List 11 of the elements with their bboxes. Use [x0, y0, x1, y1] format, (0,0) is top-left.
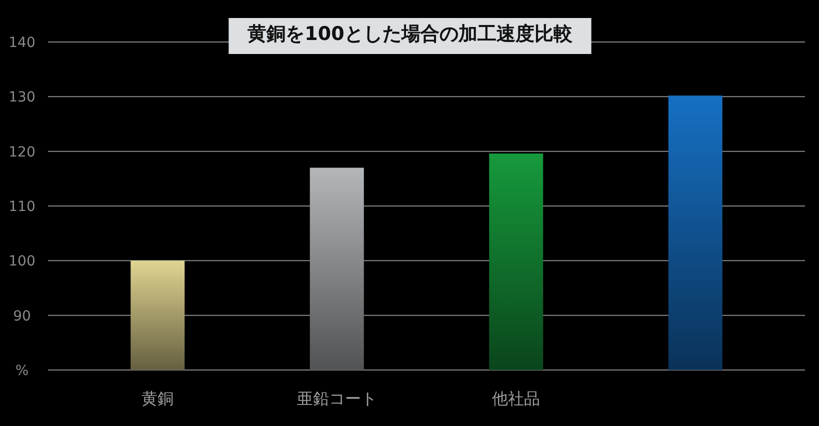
y-tick-label: 120 [8, 144, 36, 160]
y-tick-label: % [15, 363, 29, 379]
x-tick-label: 他社品 [492, 389, 540, 408]
chart-title: 黄銅を100とした場合の加工速度比較 [246, 23, 574, 45]
y-tick-label: 140 [8, 35, 36, 51]
y-tick-label: 110 [8, 199, 36, 215]
y-tick-label: 90 [13, 308, 31, 324]
x-tick-label: 黄銅 [142, 389, 174, 408]
x-tick-label: 亜鉛コート [296, 389, 377, 408]
y-tick-label: 100 [8, 254, 36, 270]
y-tick-label: 130 [8, 90, 36, 106]
